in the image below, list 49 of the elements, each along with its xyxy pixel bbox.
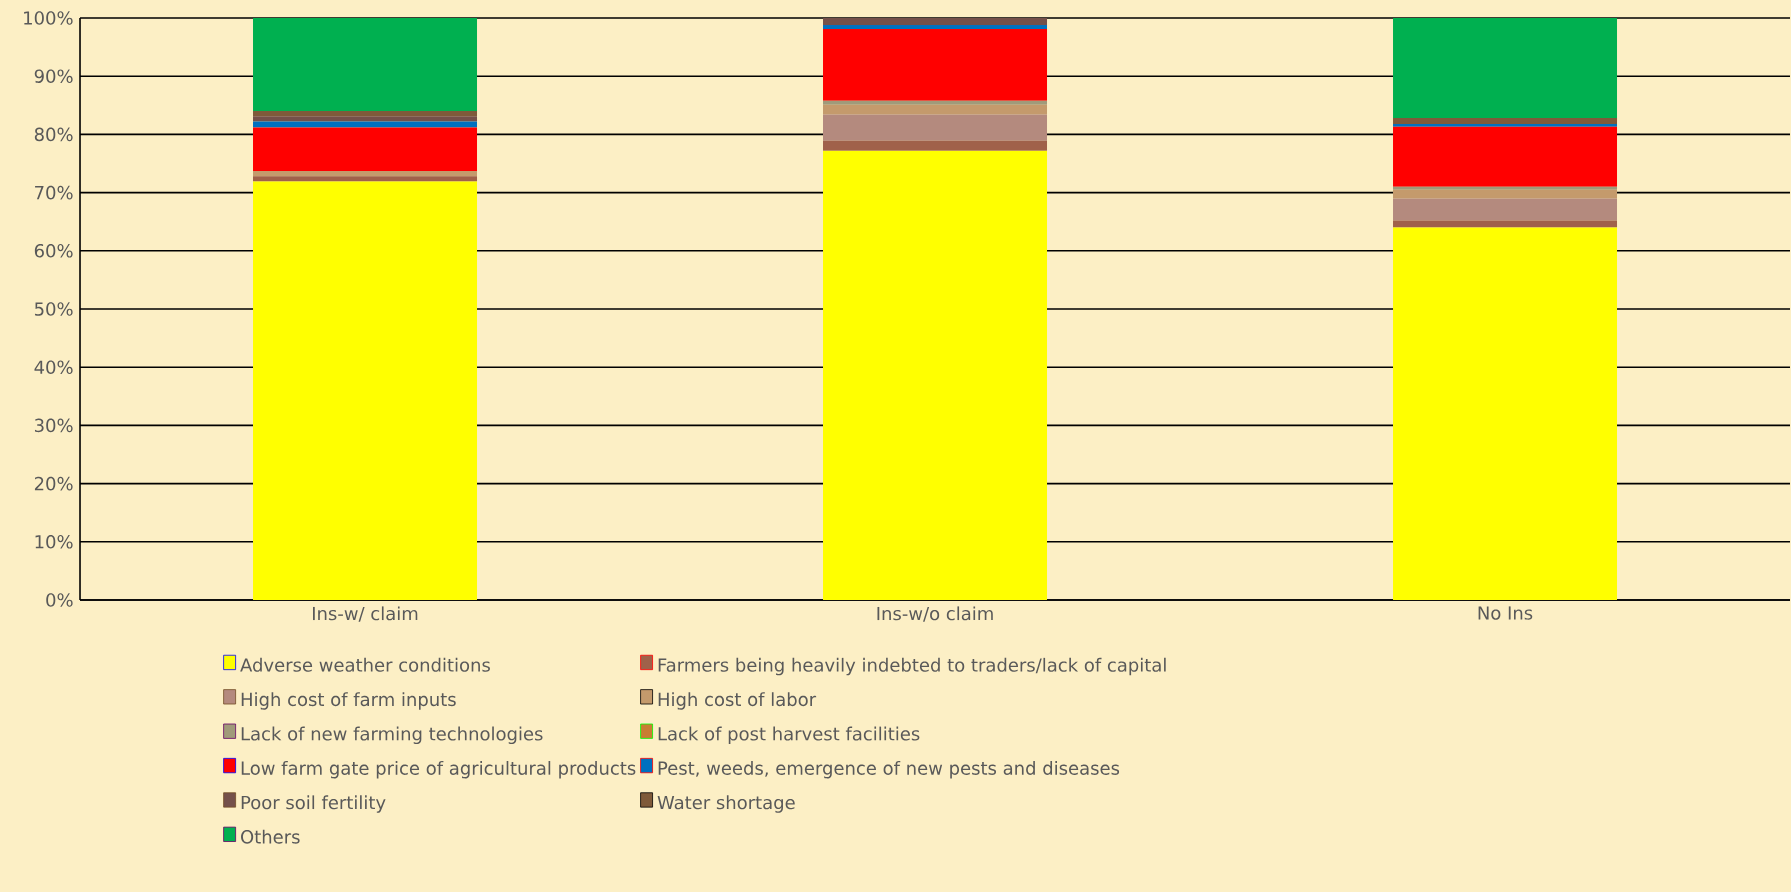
bar bbox=[1393, 186, 1618, 190]
bar bbox=[1393, 198, 1618, 221]
legend-label: High cost of labor bbox=[658, 692, 817, 710]
y-tick-label: 20% bbox=[34, 476, 73, 491]
y-tick-label: 30% bbox=[34, 418, 73, 433]
bar bbox=[1393, 123, 1618, 127]
bar bbox=[823, 104, 1048, 115]
bar bbox=[253, 176, 478, 182]
legend-label: Farmers being heavily indebted to traders/lack of capital bbox=[658, 657, 1166, 676]
bar bbox=[823, 29, 1048, 101]
bar bbox=[823, 100, 1048, 105]
bar bbox=[253, 111, 478, 117]
y-tick-label: 60% bbox=[34, 243, 73, 258]
bar bbox=[823, 114, 1048, 141]
bar bbox=[823, 17, 1048, 25]
bar bbox=[823, 150, 1048, 600]
legend-label: Poor soil fertility bbox=[241, 795, 386, 813]
bar bbox=[253, 171, 478, 177]
bar bbox=[1393, 126, 1618, 187]
bar bbox=[1393, 189, 1618, 199]
legend-label: Adverse weather conditions bbox=[240, 657, 490, 672]
y-tick-label: 10% bbox=[35, 534, 73, 549]
x-tick-label: No Ins bbox=[1478, 606, 1533, 620]
bar bbox=[1393, 17, 1618, 119]
legend-label: Lack of new farming technologies bbox=[241, 726, 543, 745]
bar bbox=[253, 116, 478, 122]
y-tick-label: 0% bbox=[46, 593, 73, 607]
y-tick-label: 80% bbox=[34, 127, 73, 142]
bar bbox=[253, 181, 478, 600]
x-tick-label: Ins-w/ claim bbox=[312, 606, 418, 622]
bar bbox=[1393, 118, 1618, 124]
bar bbox=[823, 24, 1048, 30]
legend-label: Water shortage bbox=[657, 795, 795, 813]
legend-label: Others bbox=[241, 829, 300, 844]
bar bbox=[1393, 227, 1618, 600]
y-tick-label: 90% bbox=[34, 69, 73, 83]
y-tick-label: 40% bbox=[34, 360, 73, 374]
legend-label: Low farm gate price of agricultural products bbox=[241, 760, 636, 779]
bar bbox=[253, 127, 478, 172]
x-tick-label: Ins-w/o claim bbox=[877, 606, 993, 622]
bar bbox=[823, 140, 1048, 151]
bar bbox=[1393, 220, 1618, 228]
legend-label: Pest, weeds, emergence of new pests and diseases bbox=[658, 760, 1120, 779]
legend-label: High cost of farm inputs bbox=[241, 692, 456, 710]
y-tick-label: 70% bbox=[35, 185, 73, 200]
y-tick-label: 50% bbox=[34, 302, 73, 316]
legend-label: Lack of post harvest facilities bbox=[658, 726, 920, 745]
y-tick-label: 100% bbox=[24, 11, 73, 25]
bar bbox=[253, 17, 478, 112]
